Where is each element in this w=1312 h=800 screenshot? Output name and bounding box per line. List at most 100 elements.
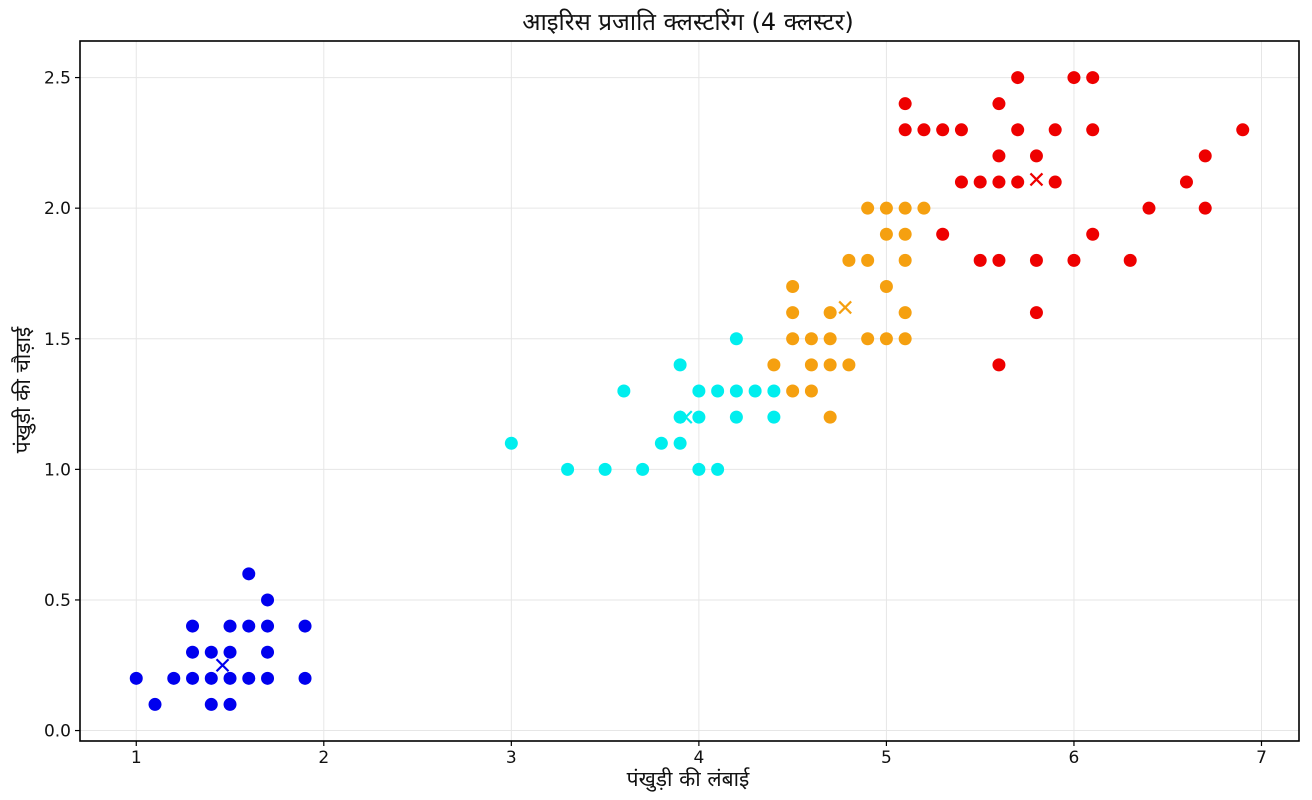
centroid-cross-stroke bbox=[678, 410, 693, 424]
y-tick-label: 0.0 bbox=[44, 722, 71, 742]
data-point bbox=[992, 253, 1006, 267]
data-point bbox=[261, 671, 275, 685]
centroid-cross-stroke bbox=[215, 658, 230, 673]
data-points bbox=[129, 71, 1250, 711]
data-point bbox=[129, 671, 143, 685]
data-point bbox=[898, 332, 912, 346]
data-point bbox=[917, 201, 931, 215]
data-point bbox=[729, 410, 743, 424]
data-point bbox=[504, 436, 518, 450]
data-point bbox=[898, 227, 912, 241]
data-point bbox=[261, 619, 275, 633]
data-point bbox=[973, 175, 987, 189]
data-point bbox=[1142, 201, 1156, 215]
centroid-cross-stroke bbox=[1029, 172, 1044, 187]
data-point bbox=[654, 436, 668, 450]
data-point bbox=[861, 332, 875, 346]
data-point bbox=[673, 436, 687, 450]
y-tick-label: 0.5 bbox=[44, 591, 71, 611]
data-point bbox=[917, 123, 931, 137]
cluster-centroid-marker bbox=[838, 300, 852, 315]
plot-area-frame bbox=[79, 40, 1300, 742]
y-tick-label: 2.5 bbox=[44, 69, 71, 89]
data-point bbox=[767, 358, 781, 372]
data-point bbox=[204, 671, 218, 685]
data-point bbox=[823, 306, 837, 320]
data-point bbox=[786, 384, 800, 398]
x-tick-label: 3 bbox=[506, 748, 517, 768]
data-point bbox=[804, 358, 818, 372]
data-point bbox=[598, 462, 612, 476]
data-point bbox=[992, 97, 1006, 111]
data-point bbox=[204, 645, 218, 659]
axis-ticks: 1 2 3 4 5 6 7 0.0 0.5 1.0 1.5 2.0 2.5 bbox=[44, 69, 1267, 768]
grid bbox=[80, 41, 1299, 741]
data-point bbox=[879, 332, 893, 346]
data-point bbox=[973, 253, 987, 267]
y-tick-label: 1.5 bbox=[44, 330, 71, 350]
cluster-centroid-marker bbox=[215, 658, 230, 673]
data-point bbox=[879, 227, 893, 241]
chart-title: आइरिस प्रजाति क्लस्टरिंग (4 क्लस्टर) bbox=[522, 8, 854, 36]
data-point bbox=[786, 332, 800, 346]
data-point bbox=[1029, 149, 1043, 163]
data-point bbox=[1123, 253, 1137, 267]
data-point bbox=[1011, 71, 1025, 85]
data-point bbox=[992, 358, 1006, 372]
data-point bbox=[692, 384, 706, 398]
data-point bbox=[242, 671, 256, 685]
data-point bbox=[898, 253, 912, 267]
data-point bbox=[879, 280, 893, 294]
data-point bbox=[298, 671, 312, 685]
data-point bbox=[823, 332, 837, 346]
x-tick-label: 4 bbox=[693, 748, 704, 768]
data-point bbox=[954, 175, 968, 189]
data-point bbox=[898, 97, 912, 111]
data-point bbox=[842, 253, 856, 267]
data-point bbox=[879, 201, 893, 215]
data-point bbox=[692, 462, 706, 476]
data-point bbox=[617, 384, 631, 398]
data-point bbox=[204, 697, 218, 711]
data-point bbox=[1086, 71, 1100, 85]
y-tick-label: 2.0 bbox=[44, 199, 71, 219]
data-point bbox=[636, 462, 650, 476]
data-point bbox=[729, 332, 743, 346]
data-point bbox=[1048, 123, 1062, 137]
data-point bbox=[1067, 253, 1081, 267]
data-point bbox=[711, 462, 725, 476]
data-point bbox=[898, 123, 912, 137]
data-point bbox=[861, 201, 875, 215]
data-point bbox=[186, 671, 200, 685]
y-tick-label: 1.0 bbox=[44, 460, 71, 480]
data-point bbox=[223, 645, 237, 659]
x-tick-label: 1 bbox=[131, 748, 142, 768]
data-point bbox=[1029, 253, 1043, 267]
cluster-centroid-marker bbox=[678, 410, 693, 424]
centroid-cross-stroke bbox=[838, 300, 852, 315]
x-axis-label: पंखुड़ी की लंबाई bbox=[627, 767, 751, 792]
data-point bbox=[711, 384, 725, 398]
data-point bbox=[1198, 149, 1212, 163]
cluster-centroids bbox=[215, 172, 1044, 673]
data-point bbox=[823, 410, 837, 424]
data-point bbox=[786, 280, 800, 294]
data-point bbox=[1011, 175, 1025, 189]
data-point bbox=[186, 619, 200, 633]
data-point bbox=[223, 697, 237, 711]
data-point bbox=[767, 410, 781, 424]
x-tick-label: 5 bbox=[881, 748, 892, 768]
data-point bbox=[823, 358, 837, 372]
data-point bbox=[242, 619, 256, 633]
data-point bbox=[898, 201, 912, 215]
data-point bbox=[992, 149, 1006, 163]
data-point bbox=[186, 645, 200, 659]
data-point bbox=[1029, 306, 1043, 320]
data-point bbox=[1086, 123, 1100, 137]
data-point bbox=[261, 645, 275, 659]
data-point bbox=[729, 384, 743, 398]
y-axis-label: पंखुड़ी की चौड़ाई bbox=[11, 326, 36, 453]
data-point bbox=[223, 619, 237, 633]
data-point bbox=[1011, 123, 1025, 137]
